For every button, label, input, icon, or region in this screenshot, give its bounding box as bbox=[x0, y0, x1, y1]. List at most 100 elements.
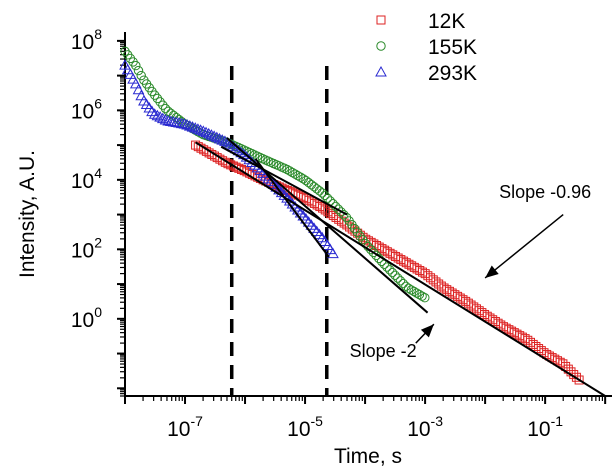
data-point-12K bbox=[304, 195, 314, 205]
data-point-155K bbox=[290, 169, 300, 179]
data-point-293K bbox=[181, 118, 193, 130]
data-point-155K bbox=[295, 172, 306, 182]
data-point-293K bbox=[210, 131, 223, 143]
data-point-293K bbox=[159, 114, 172, 125]
data-point-293K bbox=[270, 181, 283, 192]
data-point-12K bbox=[390, 251, 400, 261]
slope-annotation: Slope -2 bbox=[350, 341, 417, 361]
data-point-155K bbox=[312, 184, 322, 194]
data-point-293K bbox=[151, 109, 164, 121]
data-point-12K bbox=[396, 255, 406, 265]
data-point-12K bbox=[439, 283, 449, 293]
data-point-12K bbox=[542, 349, 552, 359]
y-tick-label: 100 bbox=[71, 304, 102, 332]
fit-line bbox=[254, 158, 330, 258]
data-point-155K bbox=[336, 207, 346, 217]
data-point-293K bbox=[202, 127, 215, 139]
data-point-293K bbox=[170, 116, 183, 128]
data-point-12K bbox=[415, 266, 425, 276]
data-point-155K bbox=[390, 270, 400, 280]
data-point-12K bbox=[458, 295, 468, 305]
fit-line bbox=[226, 137, 429, 314]
legend-marker-155K bbox=[376, 41, 386, 51]
vertical-dashed-lines bbox=[229, 66, 329, 396]
legend-label: 293K bbox=[428, 62, 477, 85]
data-point-293K bbox=[167, 116, 180, 127]
y-axis-label: Intensity, A.U. bbox=[16, 150, 39, 278]
data-point-293K bbox=[135, 89, 148, 101]
data-point-155K bbox=[317, 188, 327, 198]
data-point-12K bbox=[399, 256, 409, 266]
data-point-155K bbox=[403, 283, 414, 294]
data-point-155K bbox=[409, 286, 419, 297]
data-point-293K bbox=[183, 120, 196, 131]
data-point-293K bbox=[189, 122, 202, 133]
data-point-12K bbox=[393, 253, 403, 263]
data-point-293K bbox=[162, 115, 175, 126]
data-point-12K bbox=[550, 354, 560, 364]
data-point-155K bbox=[158, 100, 168, 110]
data-point-155K bbox=[414, 289, 425, 300]
y-tick-label: 108 bbox=[71, 26, 102, 54]
data-point-155K bbox=[411, 288, 422, 298]
data-point-12K bbox=[488, 315, 498, 325]
data-point-12K bbox=[301, 194, 311, 204]
data-point-293K bbox=[186, 121, 199, 132]
x-tick-label: 10-3 bbox=[407, 413, 443, 441]
data-point-12K bbox=[315, 202, 325, 212]
data-point-12K bbox=[385, 248, 395, 258]
x-tick-label: 10-7 bbox=[167, 413, 203, 441]
data-point-293K bbox=[192, 123, 204, 134]
y-tick-label: 104 bbox=[71, 165, 102, 193]
data-point-12K bbox=[444, 286, 454, 296]
x-axis-label: Time, s bbox=[334, 445, 402, 468]
data-point-155K bbox=[420, 293, 430, 303]
data-point-155K bbox=[384, 265, 395, 275]
data-point-293K bbox=[297, 209, 310, 221]
x-tick-label: 10-1 bbox=[527, 413, 563, 441]
data-point-293K bbox=[216, 134, 229, 145]
data-point-12K bbox=[571, 372, 581, 382]
data-point-155K bbox=[152, 93, 163, 104]
data-point-293K bbox=[208, 130, 220, 141]
data-point-155K bbox=[366, 244, 376, 255]
data-point-293K bbox=[294, 206, 307, 218]
data-point-12K bbox=[482, 311, 492, 321]
annotation-arrow-line bbox=[484, 213, 564, 279]
legend-label: 155K bbox=[428, 36, 477, 59]
data-point-12K bbox=[404, 259, 414, 269]
data-point-12K bbox=[382, 247, 392, 257]
data-point-293K bbox=[267, 178, 280, 189]
data-point-155K bbox=[417, 291, 427, 301]
data-point-12K bbox=[517, 332, 527, 342]
data-point-12K bbox=[496, 320, 506, 330]
data-point-155K bbox=[155, 97, 165, 107]
data-point-12K bbox=[515, 331, 525, 341]
data-point-12K bbox=[453, 291, 463, 301]
data-point-293K bbox=[221, 136, 234, 148]
fit-line bbox=[195, 141, 606, 397]
annotations: Slope -0.96 Slope -2 bbox=[350, 182, 592, 361]
data-point-12K bbox=[553, 356, 563, 366]
data-point-155K bbox=[306, 179, 317, 190]
data-point-12K bbox=[407, 261, 417, 271]
data-point-12K bbox=[450, 290, 460, 300]
data-point-155K bbox=[387, 267, 398, 278]
data-point-155K bbox=[309, 182, 319, 192]
data-point-293K bbox=[219, 135, 231, 146]
data-point-12K bbox=[455, 293, 465, 303]
data-point-12K bbox=[558, 359, 568, 369]
annotation-arrow-head bbox=[485, 265, 499, 278]
data-point-12K bbox=[442, 285, 452, 295]
data-point-155K bbox=[160, 103, 171, 114]
data-point-155K bbox=[133, 65, 144, 76]
data-point-12K bbox=[363, 236, 373, 246]
data-point-155K bbox=[320, 190, 330, 201]
data-point-293K bbox=[205, 129, 218, 140]
legend-marker-293K bbox=[375, 65, 387, 77]
data-point-155K bbox=[282, 164, 292, 175]
data-point-293K bbox=[197, 125, 210, 136]
data-point-12K bbox=[447, 288, 457, 298]
data-point-155K bbox=[333, 204, 344, 214]
